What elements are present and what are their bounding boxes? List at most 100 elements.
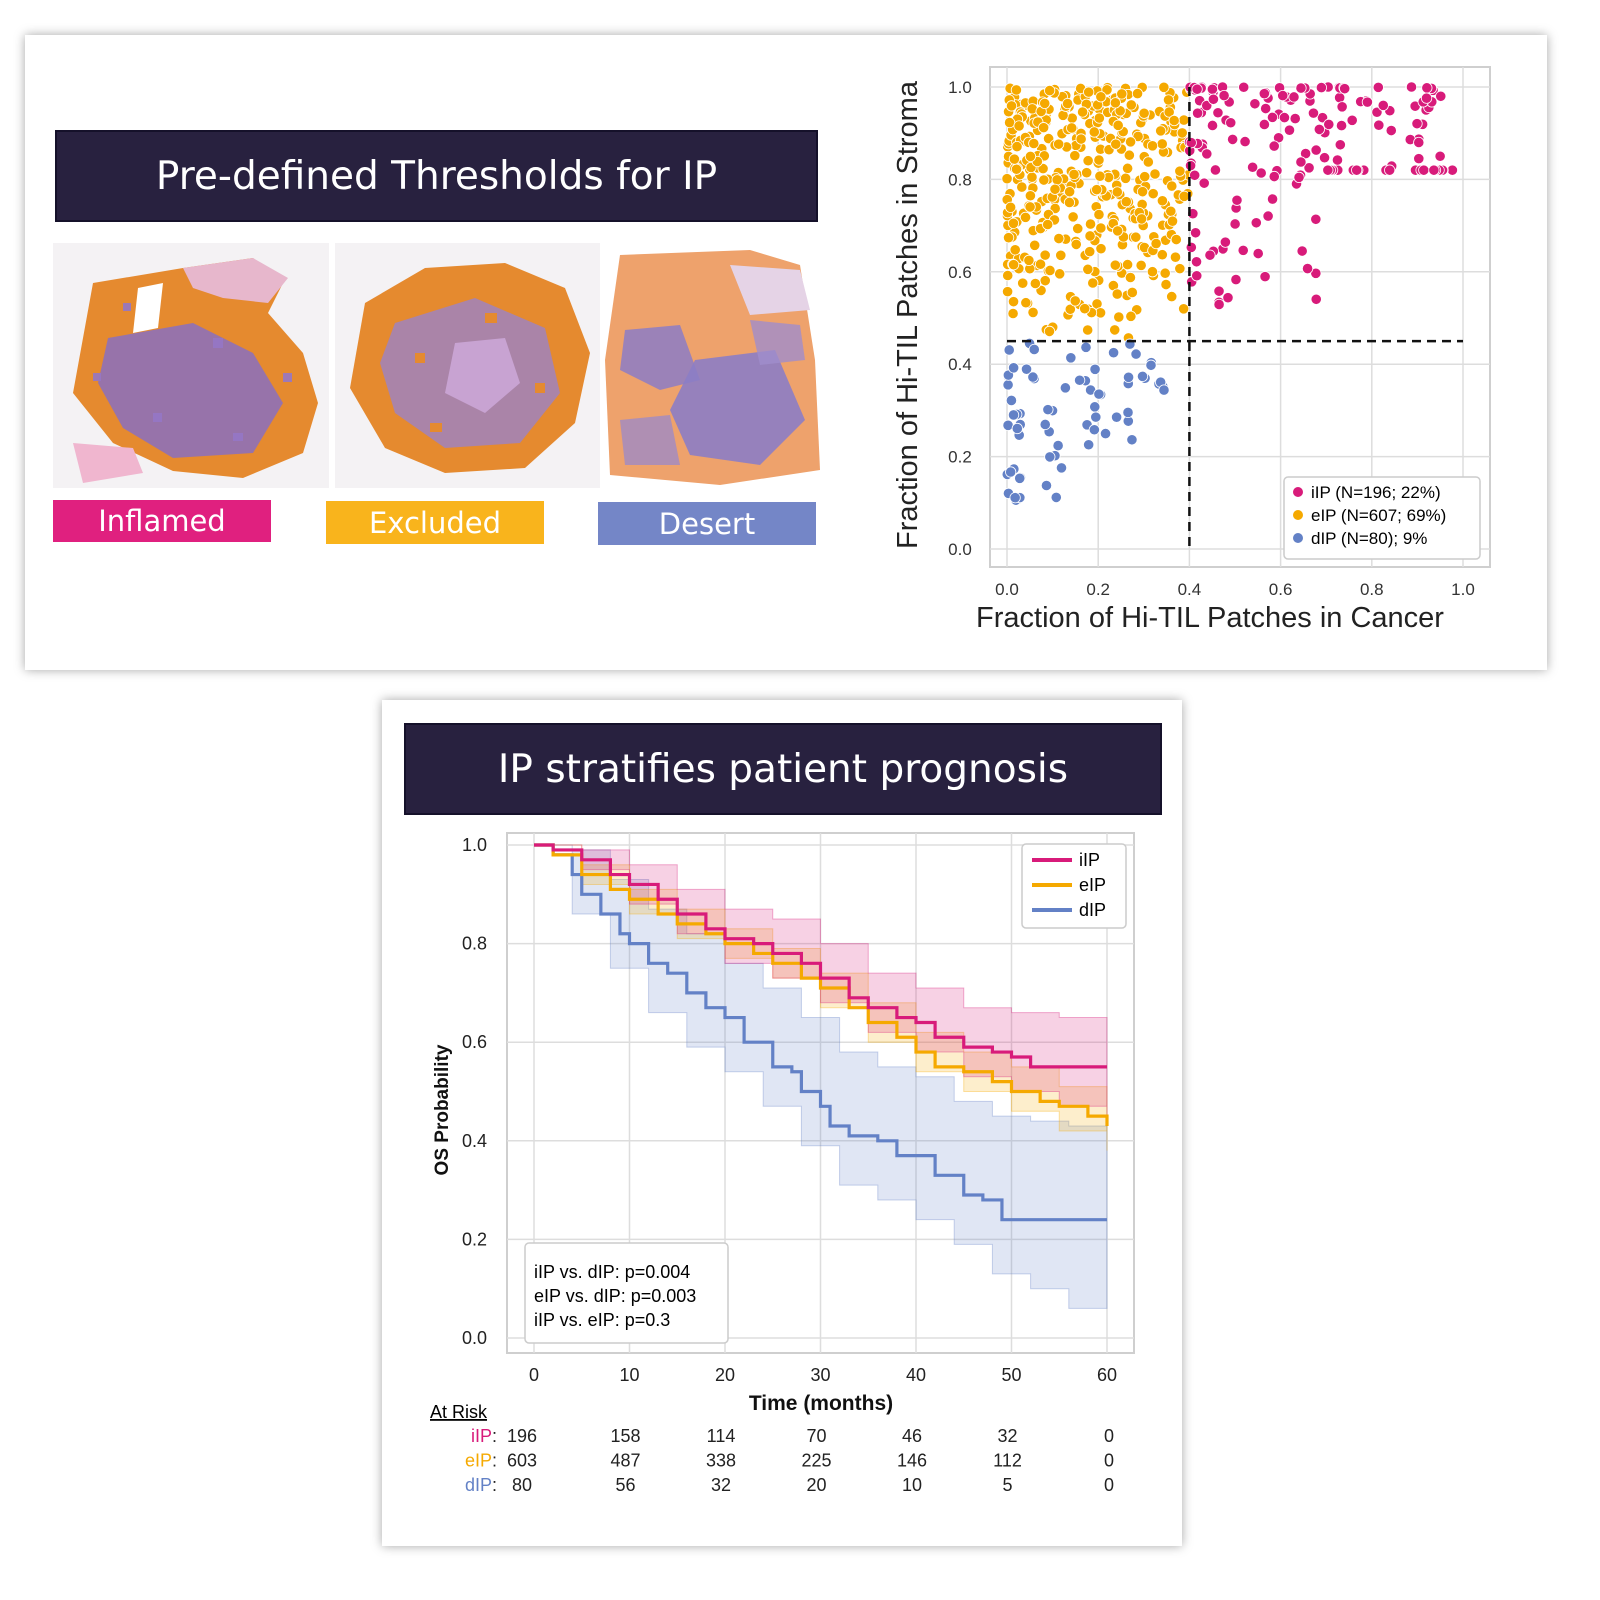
- scatter-point-eip: [1028, 137, 1040, 150]
- scatter-point-iip: [1239, 135, 1251, 148]
- scatter-point-iip: [1204, 249, 1216, 261]
- scatter-point-iip: [1435, 90, 1447, 102]
- scatter-point-iip: [1249, 98, 1261, 110]
- scatter-point-dip: [1122, 371, 1135, 383]
- scatter-point-eip: [1095, 243, 1107, 255]
- scatter-point-iip: [1260, 102, 1272, 115]
- at-risk-value: 32: [711, 1475, 731, 1495]
- scatter-point-eip: [1111, 186, 1123, 198]
- at-risk-value: 158: [610, 1426, 640, 1446]
- legend-label-eip: eIP (N=607; 69%): [1311, 506, 1446, 525]
- scatter-point-dip: [1020, 363, 1033, 375]
- scatter-point-iip: [1277, 90, 1289, 102]
- y-tick-label: 0.6: [462, 1032, 487, 1052]
- scatter-point-iip: [1238, 81, 1250, 93]
- scatter-point-dip: [1093, 388, 1105, 400]
- y-tick-label: 1.0: [462, 835, 487, 855]
- at-risk-label-iip: iIP: [471, 1426, 492, 1446]
- scatter-point-iip: [1293, 171, 1305, 183]
- scatter-point-dip: [1007, 409, 1020, 421]
- scatter-point-iip: [1225, 117, 1237, 129]
- scatter-point-eip: [1029, 277, 1041, 290]
- scatter-point-eip: [1039, 249, 1051, 261]
- scatter-point-iip: [1230, 273, 1242, 286]
- scatter-point-dip: [1028, 343, 1040, 356]
- scatter-point-dip: [1042, 404, 1054, 416]
- scatter-point-eip: [1062, 97, 1074, 110]
- scatter-point-iip: [1295, 156, 1307, 168]
- scatter-point-eip: [1146, 140, 1159, 152]
- scatter-point-eip: [1082, 263, 1094, 275]
- scatter-point-dip: [1099, 427, 1112, 440]
- scatter-point-iip: [1218, 89, 1230, 102]
- scatter-point-eip: [1178, 114, 1190, 126]
- scatter-point-eip: [1166, 215, 1179, 227]
- scatter-point-eip: [1007, 307, 1019, 320]
- scatter-point-eip: [1024, 190, 1037, 202]
- scatter-point-eip: [1082, 324, 1094, 336]
- scatter-point-iip: [1351, 164, 1363, 176]
- scatter-point-eip: [1020, 297, 1032, 309]
- p-value-ilp-dip: iIP vs. dIP: p=0.004: [534, 1262, 690, 1282]
- y-axis-label: Fraction of Hi-TIL Patches in Stroma: [892, 80, 924, 549]
- at-risk-label-dip: dIP: [465, 1475, 492, 1495]
- scatter-point-eip: [1008, 153, 1020, 165]
- scatter-point-iip: [1192, 107, 1204, 119]
- scatter-point-eip: [1159, 267, 1171, 279]
- scatter-point-eip: [1017, 277, 1029, 289]
- scatter-point-eip: [1024, 201, 1036, 213]
- panel-title: Pre-defined Thresholds for IP: [55, 130, 818, 222]
- scatter-point-iip: [1185, 241, 1197, 253]
- at-risk-value: 114: [707, 1426, 736, 1446]
- scatter-point-iip: [1413, 153, 1425, 165]
- scatter-point-eip: [1136, 213, 1148, 225]
- legend-label-iip: iIP (N=196; 22%): [1311, 483, 1441, 502]
- survival-curve-iip: [534, 843, 1107, 1069]
- legend-label-dip: dIP: [1079, 900, 1106, 920]
- scatter-point-iip: [1278, 112, 1291, 124]
- scatter-point-iip: [1237, 244, 1249, 256]
- scatter-point-iip: [1418, 164, 1430, 176]
- scatter-point-eip: [1084, 230, 1096, 242]
- scatter-point-dip: [1039, 418, 1051, 431]
- scatter-point-eip: [1008, 259, 1020, 271]
- scatter-point-eip: [1116, 88, 1128, 100]
- scatter-point-iip: [1377, 99, 1389, 111]
- scatter-point-eip: [1123, 149, 1135, 161]
- threshold-scatter-chart: 0.0 0.2 0.4 0.6 0.8 1.0 0.0 0.2 0.4 0.6 0.8 1.0 Fra…: [892, 66, 1491, 634]
- x-tick-label: 1.0: [1451, 580, 1475, 599]
- scatter-point-eip: [1043, 325, 1056, 337]
- scatter-point-dip: [1008, 362, 1020, 374]
- scatter-point-eip: [1011, 140, 1023, 153]
- scatter-point-iip: [1428, 164, 1440, 176]
- scatter-point-eip: [1010, 84, 1022, 96]
- scatter-point-eip: [1142, 156, 1154, 168]
- scatter-point-eip: [1038, 122, 1050, 134]
- scatter-point-iip: [1185, 137, 1197, 149]
- scatter-point-iip: [1222, 292, 1234, 304]
- scatter-point-eip: [1174, 165, 1186, 177]
- scatter-point-eip: [1066, 122, 1078, 134]
- scatter-point-iip: [1191, 270, 1203, 282]
- scatter-point-eip: [1095, 91, 1107, 103]
- at-risk-value: 32: [997, 1426, 1017, 1446]
- scatter-point-iip: [1446, 164, 1458, 176]
- scatter-point-eip: [1122, 162, 1134, 174]
- scatter-point-iip: [1385, 124, 1397, 137]
- x-tick-label: 0.6: [1269, 580, 1293, 599]
- scatter-point-iip: [1339, 83, 1351, 95]
- x-tick-label: 10: [619, 1365, 639, 1385]
- scatter-point-iip: [1213, 285, 1225, 297]
- scatter-point-eip: [1112, 225, 1124, 237]
- scatter-point-iip: [1283, 124, 1296, 136]
- scatter-point-eip: [1075, 133, 1087, 145]
- scatter-point-iip: [1212, 107, 1224, 119]
- y-axis-label: OS Probability: [432, 1044, 453, 1175]
- scatter-point-dip: [1065, 352, 1077, 364]
- scatter-point-dip: [1005, 394, 1018, 407]
- x-tick-label: 50: [1001, 1365, 1021, 1385]
- scatter-point-eip: [1149, 168, 1161, 180]
- scatter-point-eip: [1163, 106, 1175, 118]
- scatter-point-dip: [1089, 401, 1101, 413]
- scatter-point-iip: [1213, 298, 1225, 311]
